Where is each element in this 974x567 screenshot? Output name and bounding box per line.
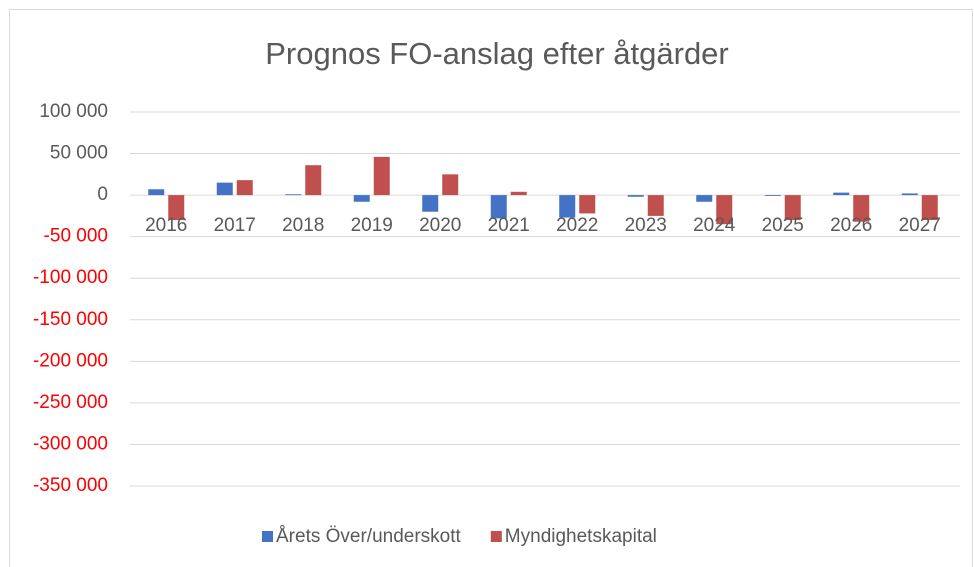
bar bbox=[921, 195, 938, 221]
x-tick-label: 2022 bbox=[556, 215, 598, 236]
bar bbox=[833, 192, 850, 196]
x-tick-label: 2021 bbox=[488, 215, 530, 236]
chart-title: Prognos FO-anslag efter åtgärder bbox=[265, 36, 729, 71]
x-tick-label: 2027 bbox=[899, 215, 941, 236]
bar bbox=[579, 195, 596, 214]
x-tick-label: 2020 bbox=[419, 215, 461, 236]
y-tick-label: -350 000 bbox=[33, 475, 108, 496]
bar bbox=[764, 195, 781, 196]
x-tick-label: 2023 bbox=[625, 215, 667, 236]
bar bbox=[216, 182, 233, 196]
legend-swatch bbox=[490, 531, 502, 542]
bar bbox=[422, 195, 439, 212]
y-tick-label: -100 000 bbox=[33, 267, 108, 288]
bar bbox=[901, 193, 918, 196]
bar bbox=[373, 156, 390, 196]
x-tick-label: 2024 bbox=[693, 215, 736, 236]
y-tick-label: 0 bbox=[97, 184, 108, 205]
y-tick-label: -300 000 bbox=[33, 433, 108, 454]
x-tick-label: 2016 bbox=[145, 215, 187, 236]
bar bbox=[353, 195, 370, 202]
bar bbox=[716, 195, 733, 225]
bar bbox=[853, 195, 870, 222]
legend-swatch bbox=[262, 531, 273, 542]
bar bbox=[559, 195, 576, 218]
bar bbox=[510, 191, 527, 196]
bar bbox=[647, 195, 664, 216]
x-tick-label: 2026 bbox=[830, 215, 872, 236]
y-tick-label: -200 000 bbox=[33, 350, 108, 371]
chart-border bbox=[9, 9, 973, 567]
x-tick-label: 2018 bbox=[282, 215, 324, 236]
bar bbox=[236, 180, 253, 196]
bar bbox=[696, 195, 713, 202]
x-tick-label: 2019 bbox=[351, 215, 393, 236]
y-tick-label: 100 000 bbox=[39, 101, 108, 122]
bar bbox=[490, 195, 507, 219]
bar bbox=[148, 189, 165, 196]
bar bbox=[285, 194, 302, 196]
bar bbox=[305, 165, 322, 196]
legend-label: Myndighetskapital bbox=[505, 526, 657, 547]
x-tick-label: 2017 bbox=[214, 215, 256, 236]
legend-label: Årets Över/underskott bbox=[276, 526, 462, 547]
bar bbox=[442, 174, 459, 196]
y-tick-label: 50 000 bbox=[50, 143, 108, 164]
y-tick-label: -250 000 bbox=[33, 392, 108, 413]
x-tick-label: 2025 bbox=[762, 215, 804, 236]
bar bbox=[784, 195, 801, 221]
bar bbox=[627, 195, 644, 197]
y-tick-label: -50 000 bbox=[44, 226, 108, 247]
y-tick-label: -150 000 bbox=[33, 309, 108, 330]
bar bbox=[168, 195, 185, 221]
